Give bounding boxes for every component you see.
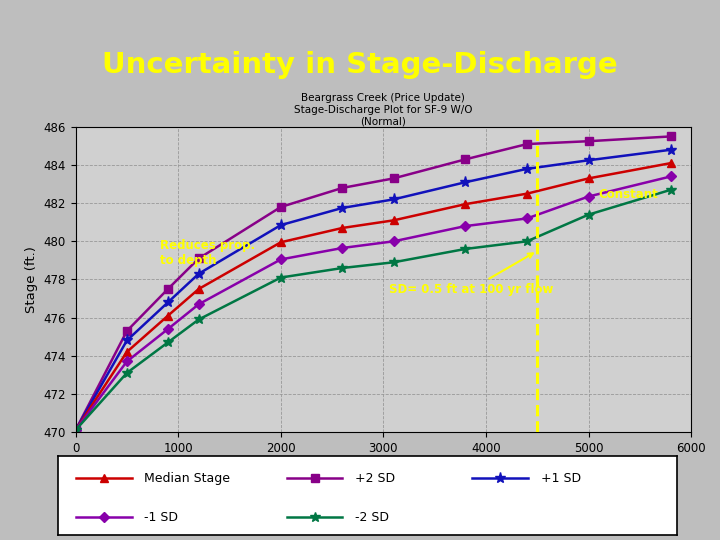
Median Stage (276, 239, 285, 246)
+2 SD (667, 133, 675, 140)
-2 SD (194, 316, 203, 323)
Median Stage (667, 160, 675, 166)
X-axis label: Discharge (cfs): Discharge (cfs) (333, 460, 433, 473)
-1 SD (667, 173, 675, 180)
+1 SD (163, 299, 172, 306)
-2 SD (523, 238, 531, 245)
-2 SD (667, 187, 675, 193)
+2 SD (194, 255, 203, 262)
Line: -2 SD: -2 SD (71, 185, 675, 435)
Text: SD= 0.5 ft at 100 yr flow: SD= 0.5 ft at 100 yr flow (389, 253, 553, 296)
Line: +2 SD: +2 SD (72, 133, 675, 434)
+1 SD (71, 427, 80, 433)
Median Stage (122, 349, 131, 355)
+2 SD (276, 204, 285, 210)
Text: +2 SD: +2 SD (355, 472, 395, 485)
-1 SD (276, 256, 285, 262)
-1 SD (194, 301, 203, 307)
+1 SD (667, 146, 675, 153)
Text: Median Stage: Median Stage (144, 472, 230, 485)
Text: -1 SD: -1 SD (144, 511, 179, 524)
-1 SD (338, 245, 346, 251)
-1 SD (71, 427, 80, 433)
+1 SD (523, 166, 531, 172)
Median Stage (584, 175, 593, 181)
+2 SD (122, 328, 131, 334)
Median Stage (338, 225, 346, 231)
+2 SD (390, 175, 398, 181)
Line: Median Stage: Median Stage (71, 159, 675, 434)
Y-axis label: Stage (ft.): Stage (ft.) (24, 246, 38, 313)
-2 SD (461, 246, 469, 252)
-2 SD (71, 427, 80, 433)
Median Stage (461, 201, 469, 207)
-1 SD (390, 238, 398, 245)
+1 SD (338, 205, 346, 211)
-1 SD (122, 358, 131, 365)
+2 SD (523, 141, 531, 147)
-1 SD (461, 223, 469, 230)
Text: +1 SD: +1 SD (541, 472, 581, 485)
+1 SD (276, 222, 285, 228)
+1 SD (122, 337, 131, 343)
-1 SD (584, 193, 593, 200)
Median Stage (163, 313, 172, 319)
Median Stage (194, 286, 203, 292)
Text: Reduces prop.
to depth: Reduces prop. to depth (160, 239, 255, 267)
Text: Uncertainty in Stage-Discharge: Uncertainty in Stage-Discharge (102, 51, 618, 79)
-2 SD (338, 265, 346, 271)
-1 SD (523, 215, 531, 222)
+2 SD (461, 156, 469, 163)
Title: Beargrass Creek (Price Update)
Stage-Discharge Plot for SF-9 W/O
(Normal): Beargrass Creek (Price Update) Stage-Dis… (294, 93, 472, 126)
Median Stage (390, 217, 398, 224)
+1 SD (194, 271, 203, 277)
+2 SD (71, 427, 80, 433)
Median Stage (523, 191, 531, 197)
-1 SD (163, 326, 172, 332)
+1 SD (390, 196, 398, 202)
+1 SD (584, 157, 593, 164)
-2 SD (163, 339, 172, 346)
+2 SD (338, 185, 346, 191)
Text: -2 SD: -2 SD (355, 511, 389, 524)
+1 SD (461, 179, 469, 185)
-2 SD (390, 259, 398, 266)
Line: +1 SD: +1 SD (70, 144, 676, 436)
+2 SD (163, 286, 172, 292)
Text: Constant: Constant (599, 188, 659, 201)
-2 SD (276, 274, 285, 281)
Median Stage (71, 427, 80, 433)
+2 SD (584, 138, 593, 144)
-2 SD (584, 211, 593, 218)
Line: -1 SD: -1 SD (72, 173, 674, 434)
-2 SD (122, 370, 131, 376)
